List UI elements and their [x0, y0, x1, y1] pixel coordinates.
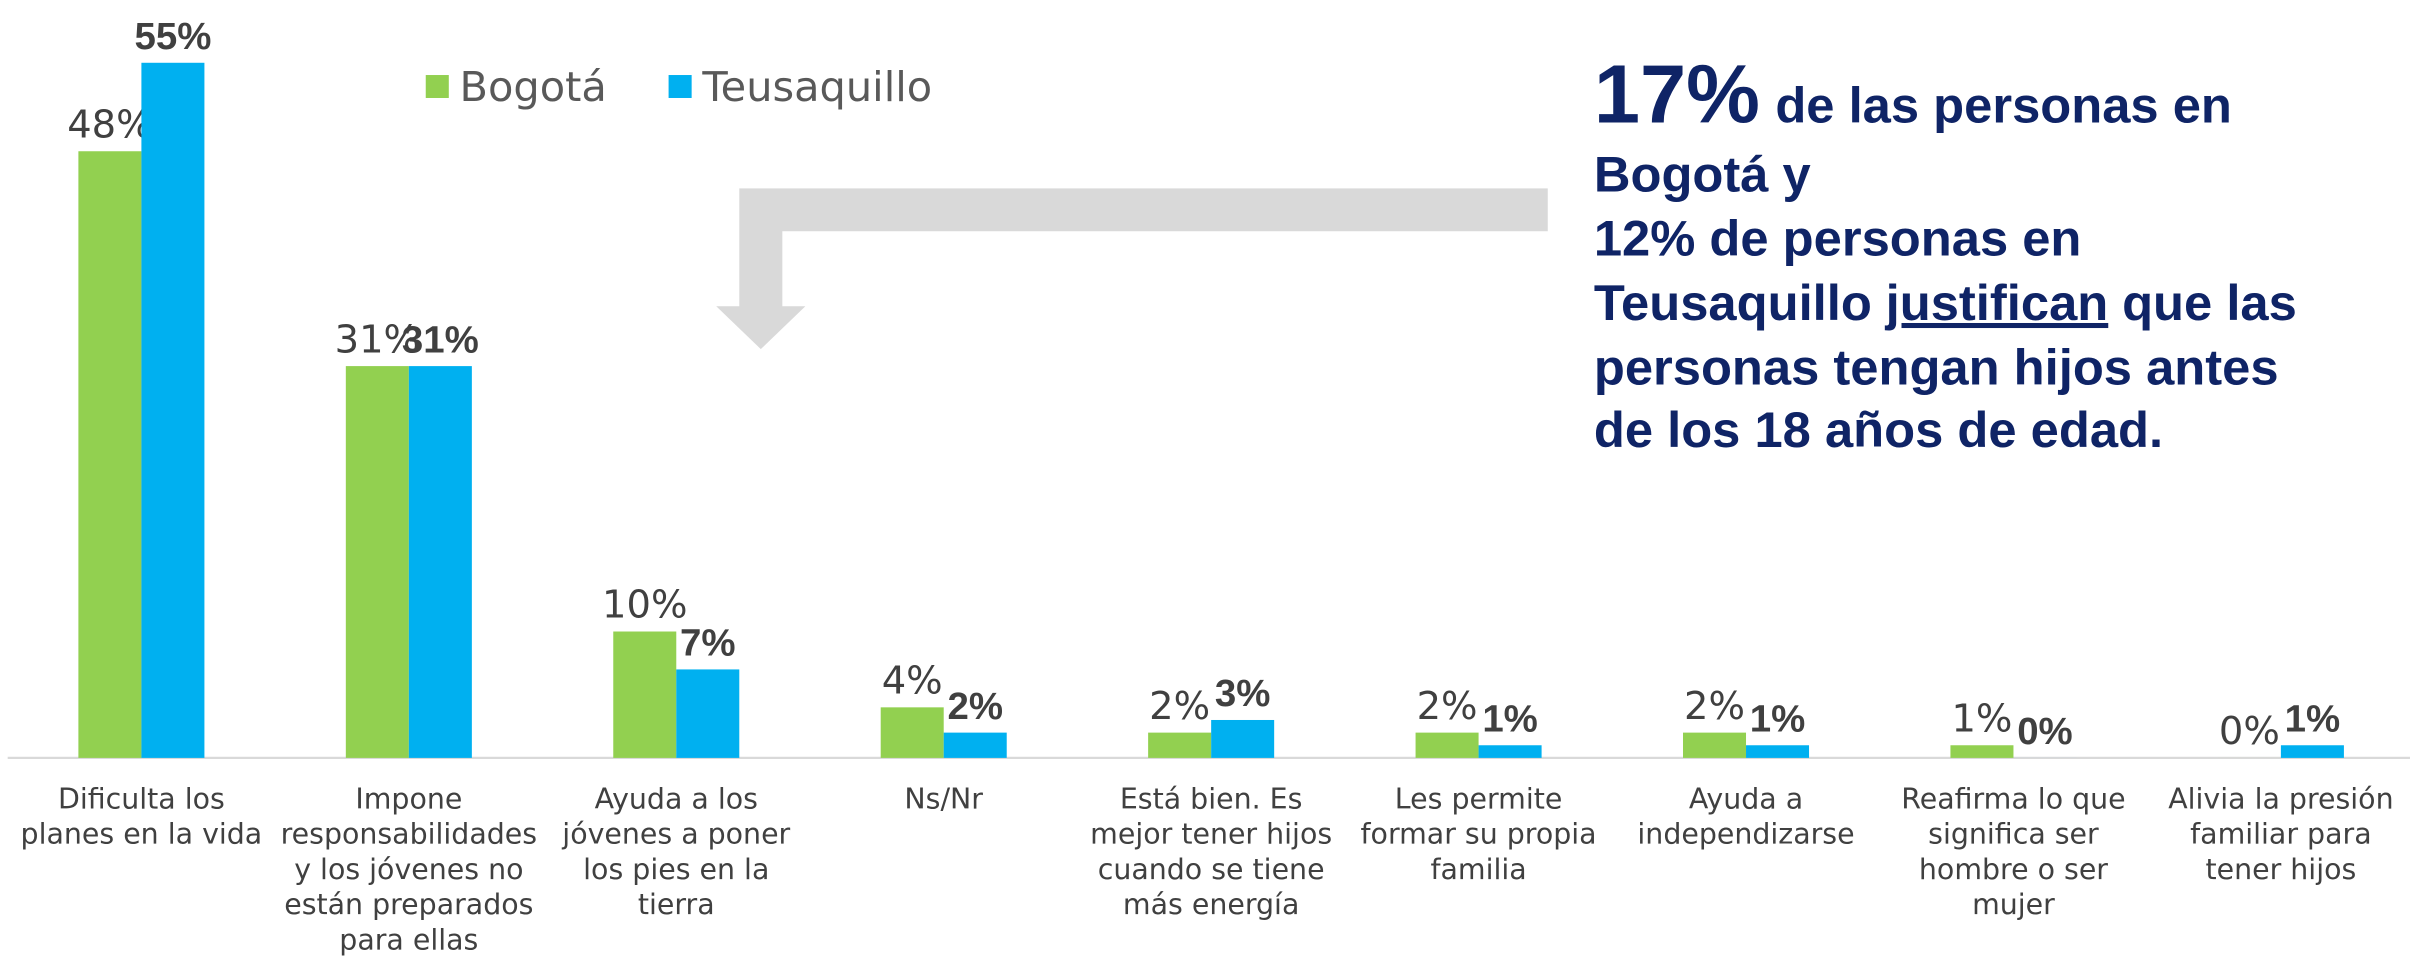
bar: [880, 707, 944, 758]
bar: [1950, 745, 2014, 758]
annotation-line: Bogotá y: [1594, 145, 1811, 202]
annotation-line: 17% de las personas en: [1594, 48, 2232, 141]
x-tick-label-line: Alivia la presión: [2168, 782, 2393, 815]
x-tick-label: Reafirma lo que significa ser hombre o ser…: [1901, 782, 2125, 921]
legend-swatch: [668, 75, 692, 98]
bar: [2280, 745, 2344, 758]
x-tick-label-line: mujer: [1972, 888, 2055, 921]
x-tick-label-line: independizarse: [1637, 818, 1854, 851]
x-tick-label-line: Dificulta los: [58, 782, 225, 815]
x-tick-label-line: Está bien. Es: [1120, 782, 1303, 815]
annotation-line: Teusaquillo justifican que las: [1594, 274, 2297, 331]
x-tick-label-line: familiar para: [2190, 818, 2371, 851]
data-label: 4%: [882, 659, 943, 704]
annotation-text: que las: [2122, 274, 2297, 331]
x-tick-label: Dificulta los planes en la vida: [21, 782, 263, 850]
bar: [943, 732, 1007, 758]
data-label: 2%: [1149, 684, 1210, 729]
bar: [141, 62, 205, 758]
x-tick-label-line: Reafirma lo que: [1901, 782, 2125, 815]
x-tick-label: Les permite formar su propia familia: [1361, 782, 1597, 885]
bar: [408, 366, 472, 758]
x-tick-label-line: jóvenes a poner: [561, 818, 790, 851]
x-tick-label-line: significa ser: [1928, 818, 2099, 851]
annotation-text: Teusaquillo: [1594, 274, 1872, 331]
bar: [613, 631, 677, 758]
bar: [345, 366, 409, 758]
x-tick-label-line: están preparados: [284, 888, 533, 921]
annotation-line: personas tengan hijos antes: [1594, 338, 2279, 395]
bar: [1478, 745, 1542, 758]
arrow: [716, 188, 1548, 350]
annotation-line: de los 18 años de edad.: [1594, 401, 2163, 458]
legend-label: Teusaquillo: [701, 63, 932, 111]
data-label: 48%: [67, 103, 152, 148]
x-tick-label-line: tierra: [638, 888, 715, 921]
bar: [676, 669, 740, 758]
x-tick-label: Está bien. Es mejor tener hijos cuando se …: [1090, 782, 1332, 921]
x-tick-label-line: Impone: [355, 782, 462, 815]
x-tick-label: Impone responsabilidades y los jóvenes no e…: [281, 782, 537, 956]
annotation-highlight: 17%: [1594, 48, 1760, 141]
bar: [1415, 732, 1479, 758]
annotation-emphasis: justifican: [1885, 274, 2109, 331]
bar: [1148, 732, 1212, 758]
data-label: 0%: [2017, 710, 2073, 753]
bar: [1211, 719, 1275, 758]
bar: [1746, 745, 1810, 758]
x-tick-label-line: responsabilidades: [281, 818, 537, 851]
data-label: 7%: [680, 622, 736, 665]
data-label: 2%: [1684, 684, 1745, 729]
x-tick-label: Ns/Nr: [904, 782, 983, 815]
x-tick-label: Alivia la presión familiar para tener hijo…: [2168, 782, 2393, 885]
legend-label: Bogotá: [460, 63, 607, 111]
data-label: 55%: [134, 15, 211, 58]
data-label: 1%: [1750, 698, 1806, 741]
x-tick-label-line: más energía: [1123, 888, 1299, 921]
x-tick-label-line: familia: [1430, 853, 1526, 886]
data-label: 1%: [1951, 697, 2012, 742]
x-tick-label-line: Ayuda a los: [595, 782, 758, 815]
x-tick-label-line: formar su propia: [1361, 818, 1597, 851]
x-tick-label-line: Les permite: [1395, 782, 1563, 815]
data-label: 1%: [2285, 698, 2341, 741]
data-label: 31%: [335, 317, 420, 362]
x-tick-label: Ayuda a los jóvenes a poner los pies en la…: [561, 782, 790, 921]
legend-swatch: [425, 75, 449, 98]
annotation-text: de las personas en: [1775, 77, 2232, 134]
x-tick-label-line: para ellas: [339, 923, 478, 956]
data-label: 2%: [947, 685, 1003, 728]
x-tick-label-line: Ayuda a: [1689, 782, 1803, 815]
x-tick-label-line: planes en la vida: [21, 818, 263, 851]
data-label: 2%: [1417, 684, 1478, 729]
x-tick-label-line: Ns/Nr: [904, 782, 983, 815]
x-tick-label: Ayuda a independizarse: [1637, 782, 1854, 850]
bar: [1683, 732, 1747, 758]
x-tick-label-line: hombre o ser: [1919, 853, 2108, 886]
x-tick-label-line: y los jóvenes no: [294, 853, 523, 886]
x-tick-label-line: tener hijos: [2205, 853, 2356, 886]
annotation-line: 12% de personas en: [1594, 210, 2082, 267]
x-tick-label-line: los pies en la: [583, 853, 769, 886]
data-label: 3%: [1215, 672, 1271, 715]
data-label: 0%: [2219, 709, 2280, 754]
x-tick-label-line: mejor tener hijos: [1090, 818, 1332, 851]
bar: [78, 151, 142, 758]
data-label: 10%: [602, 583, 687, 628]
data-label: 31%: [402, 318, 479, 361]
data-label: 1%: [1482, 698, 1538, 741]
x-tick-label-line: cuando se tiene: [1098, 853, 1325, 886]
